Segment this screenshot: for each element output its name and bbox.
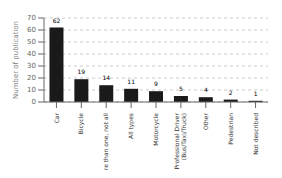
svg-text:30: 30 xyxy=(27,62,36,70)
svg-text:20: 20 xyxy=(27,74,36,82)
svg-text:Pedestrian: Pedestrian xyxy=(227,113,234,145)
svg-text:10: 10 xyxy=(27,86,36,94)
svg-text:11: 11 xyxy=(127,78,135,85)
svg-text:14: 14 xyxy=(102,74,110,81)
svg-text:50: 50 xyxy=(27,38,36,46)
svg-text:70: 70 xyxy=(27,14,36,22)
svg-text:4: 4 xyxy=(204,86,208,93)
svg-text:2: 2 xyxy=(229,89,233,96)
svg-text:0: 0 xyxy=(32,98,36,106)
svg-text:More than one, not all: More than one, not all xyxy=(102,113,109,170)
svg-text:Car: Car xyxy=(53,112,60,123)
svg-text:62: 62 xyxy=(53,17,61,24)
svg-text:Number of publication: Number of publication xyxy=(12,21,20,99)
svg-text:9: 9 xyxy=(154,80,158,87)
svg-text:40: 40 xyxy=(27,50,36,58)
svg-text:1: 1 xyxy=(254,90,258,97)
svg-text:Other: Other xyxy=(202,112,209,130)
svg-text:Not described: Not described xyxy=(252,113,259,155)
svg-text:Bicycle: Bicycle xyxy=(77,113,85,135)
svg-text:60: 60 xyxy=(27,26,36,34)
svg-text:19: 19 xyxy=(78,68,86,75)
svg-text:5: 5 xyxy=(179,85,183,92)
svg-text:Motorcycle: Motorcycle xyxy=(152,113,160,146)
svg-text:All types: All types xyxy=(127,113,135,139)
svg-text:Professional Driver(Bus/Taxi/T: Professional Driver(Bus/Taxi/Truck) xyxy=(173,112,187,169)
